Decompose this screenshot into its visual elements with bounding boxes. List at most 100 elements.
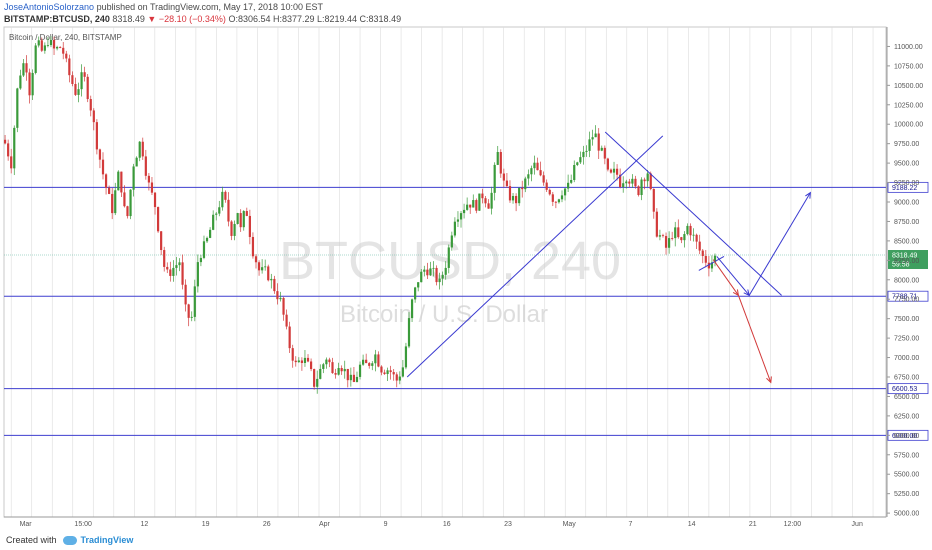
candle-body: [438, 278, 441, 283]
level-price-label: 9188.22: [892, 185, 917, 192]
candles: [3, 35, 717, 394]
candle-body: [331, 362, 334, 374]
candle-body: [554, 201, 557, 203]
candle-body: [429, 268, 432, 276]
candle-body: [472, 200, 475, 208]
candle-body: [441, 274, 444, 279]
candle-body: [7, 143, 10, 157]
candle-body: [661, 235, 665, 237]
candle-body: [567, 182, 570, 189]
candle-body: [25, 63, 28, 73]
candle-body: [34, 45, 37, 73]
candle-body: [499, 152, 502, 174]
candle-body: [340, 368, 343, 372]
candle-body: [462, 209, 466, 214]
candle-body: [536, 162, 539, 171]
y-tick-label: 7500.00: [894, 316, 919, 323]
candle-body: [386, 370, 389, 375]
candle-body: [545, 182, 548, 190]
candle-body: [398, 376, 401, 381]
candle-body: [622, 183, 625, 188]
last-price-label: 8318.49: [892, 253, 917, 260]
candle-body: [138, 141, 141, 158]
candle-body: [383, 372, 386, 375]
candle-body: [615, 168, 619, 175]
price-chart[interactable]: BTCUSD, 240 Bitcoin / U.S. Dollar Bitcoi…: [0, 0, 932, 530]
candle-body: [184, 284, 187, 305]
candle-body: [309, 361, 313, 370]
candle-body: [496, 152, 499, 165]
candle-body: [609, 169, 613, 173]
created-with-label: Created with: [6, 535, 57, 545]
x-tick-label: 26: [263, 521, 271, 528]
candle-body: [31, 72, 34, 96]
candle-body: [551, 194, 554, 202]
candle-body: [707, 262, 710, 269]
candle-body: [215, 213, 218, 215]
level-price-tag: [887, 181, 929, 193]
candle-body: [469, 204, 472, 208]
candle-body: [343, 368, 346, 372]
candle-body: [527, 174, 530, 179]
candle-body: [239, 213, 242, 228]
watermark-symbol: BTCUSD, 240: [279, 231, 621, 291]
candle-body: [576, 162, 579, 166]
candle-body: [395, 374, 398, 381]
y-tick-label: 9500.00: [894, 161, 919, 168]
candle-body: [447, 247, 450, 268]
candle-body: [62, 47, 65, 54]
candle-body: [261, 267, 264, 271]
y-tick-label: 8250.00: [894, 258, 919, 265]
candle-body: [257, 262, 261, 271]
candle-body: [126, 206, 129, 217]
candle-body: [95, 122, 98, 150]
candle-body: [141, 141, 144, 157]
x-tick-label: 15:00: [74, 521, 92, 528]
candle-body: [423, 269, 426, 272]
trend-line: [604, 131, 782, 296]
candle-body: [392, 372, 395, 375]
candle-body: [426, 269, 429, 276]
candle-body: [147, 175, 150, 183]
trend-line: [406, 135, 664, 378]
candle-body: [86, 76, 89, 100]
y-tick-label: 10000.00: [894, 122, 923, 129]
candle-body: [521, 187, 524, 190]
candle-body: [683, 234, 686, 241]
candle-body: [77, 89, 80, 95]
y-tick-label: 5750.00: [894, 452, 919, 459]
candle-body: [560, 195, 564, 200]
candle-body: [322, 364, 325, 369]
footer: Created with TradingView: [0, 530, 932, 550]
candle-body: [646, 173, 649, 182]
y-tick-label: 9250.00: [894, 180, 919, 187]
author-link[interactable]: JoseAntonioSolorzano: [4, 2, 95, 12]
candle-body: [37, 40, 40, 46]
candle-body: [695, 234, 698, 242]
candle-body: [625, 181, 628, 184]
candle-body: [3, 139, 7, 144]
candle-body: [248, 215, 251, 237]
candle-body: [542, 175, 545, 183]
tradingview-logo[interactable]: TradingView: [62, 535, 133, 545]
candle-body: [579, 157, 582, 163]
candle-body: [484, 198, 487, 204]
candle-body: [300, 360, 303, 363]
candle-body: [414, 287, 417, 300]
x-tick-label: 14: [688, 521, 696, 528]
candle-body: [273, 278, 276, 292]
candle-body: [163, 250, 166, 267]
candle-body: [570, 180, 573, 183]
candle-body: [655, 211, 658, 237]
candle-body: [49, 40, 53, 46]
y-tick-label: 10250.00: [894, 102, 923, 109]
last-price-header: 8318.49: [112, 14, 145, 24]
candle-body: [686, 225, 689, 235]
publish-line: JoseAntonioSolorzano published on Tradin…: [4, 2, 323, 12]
candle-body: [502, 173, 505, 181]
publish-info: published on TradingView.com, May 17, 20…: [96, 2, 324, 12]
candle-body: [236, 213, 239, 224]
candle-body: [270, 278, 273, 281]
candle-body: [313, 369, 316, 387]
candle-body: [224, 191, 227, 200]
